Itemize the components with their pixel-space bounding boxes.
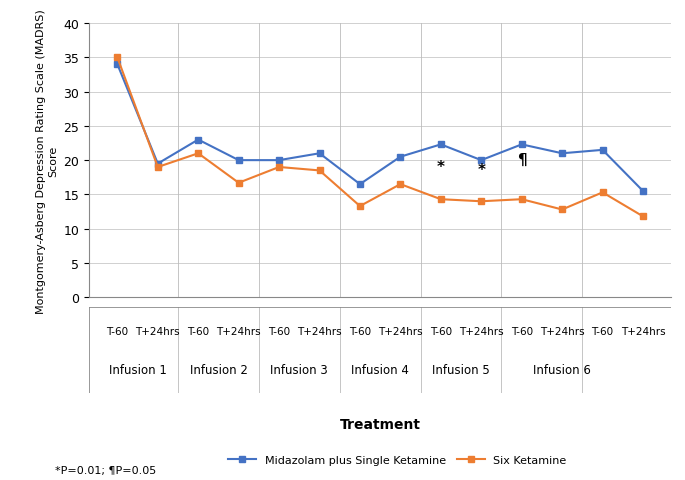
Midazolam plus Single Ketamine	[518, 142, 526, 148]
Six Ketamine	[437, 197, 445, 203]
Six Ketamine	[477, 199, 486, 205]
Midazolam plus Single Ketamine	[315, 151, 323, 157]
Text: T-60: T-60	[349, 326, 371, 336]
Text: T+24hrs: T+24hrs	[136, 326, 180, 336]
Text: *P=0.01; ¶P=0.05: *P=0.01; ¶P=0.05	[55, 465, 156, 475]
Midazolam plus Single Ketamine	[275, 158, 283, 164]
Text: T+24hrs: T+24hrs	[216, 326, 261, 336]
Midazolam plus Single Ketamine	[234, 158, 242, 164]
Text: Infusion 4: Infusion 4	[351, 363, 409, 376]
Text: *: *	[437, 159, 445, 175]
Text: T+24hrs: T+24hrs	[621, 326, 665, 336]
Midazolam plus Single Ketamine	[113, 62, 121, 68]
Midazolam plus Single Ketamine	[437, 142, 445, 148]
Midazolam plus Single Ketamine	[397, 155, 405, 160]
Midazolam plus Single Ketamine	[599, 148, 607, 154]
Line: Midazolam plus Single Ketamine: Midazolam plus Single Ketamine	[114, 62, 646, 195]
Midazolam plus Single Ketamine	[558, 151, 566, 157]
Text: Infusion 1: Infusion 1	[109, 363, 166, 376]
Six Ketamine	[194, 151, 202, 157]
Six Ketamine	[397, 182, 405, 188]
Legend: Midazolam plus Single Ketamine, Six Ketamine: Midazolam plus Single Ketamine, Six Keta…	[223, 451, 571, 469]
Text: T-60: T-60	[429, 326, 452, 336]
Six Ketamine	[558, 207, 566, 213]
Text: *: *	[477, 163, 485, 178]
Text: T-60: T-60	[106, 326, 128, 336]
Y-axis label: Montgomery-Asberg Depression Rating Scale (MADRS)
Score: Montgomery-Asberg Depression Rating Scal…	[36, 9, 58, 313]
Midazolam plus Single Ketamine	[639, 189, 647, 194]
Text: T-60: T-60	[592, 326, 614, 336]
Text: Infusion 3: Infusion 3	[271, 363, 328, 376]
Text: T+24hrs: T+24hrs	[297, 326, 342, 336]
Midazolam plus Single Ketamine	[477, 158, 486, 164]
Six Ketamine	[599, 190, 607, 196]
Midazolam plus Single Ketamine	[153, 161, 162, 167]
Text: T-60: T-60	[510, 326, 533, 336]
Six Ketamine	[234, 180, 242, 186]
Text: T+24hrs: T+24hrs	[459, 326, 503, 336]
Text: Infusion 5: Infusion 5	[432, 363, 490, 376]
Six Ketamine	[356, 204, 364, 209]
Six Ketamine	[275, 165, 283, 170]
Six Ketamine	[315, 168, 323, 174]
Text: Treatment: Treatment	[340, 418, 421, 432]
Line: Six Ketamine: Six Ketamine	[114, 55, 646, 220]
Midazolam plus Single Ketamine	[194, 137, 202, 143]
Six Ketamine	[518, 197, 526, 203]
Six Ketamine	[639, 214, 647, 220]
Text: T-60: T-60	[268, 326, 290, 336]
Midazolam plus Single Ketamine	[356, 182, 364, 188]
Six Ketamine	[113, 55, 121, 61]
Text: Infusion 6: Infusion 6	[533, 363, 591, 376]
Text: Infusion 2: Infusion 2	[190, 363, 247, 376]
Text: T+24hrs: T+24hrs	[378, 326, 423, 336]
Text: T-60: T-60	[187, 326, 210, 336]
Six Ketamine	[153, 165, 162, 170]
Text: ¶: ¶	[516, 153, 527, 168]
Text: T+24hrs: T+24hrs	[540, 326, 584, 336]
